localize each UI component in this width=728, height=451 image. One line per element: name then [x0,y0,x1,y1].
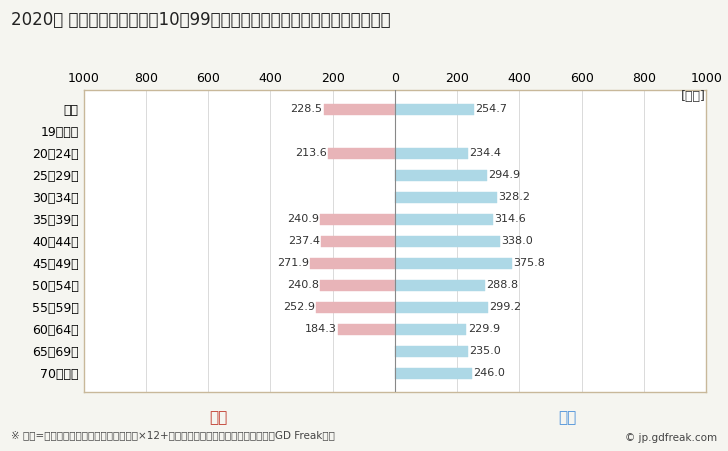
Text: 252.9: 252.9 [283,302,315,312]
Text: 228.5: 228.5 [290,105,323,115]
Bar [338,324,395,335]
Text: [万円]: [万円] [681,90,706,103]
Text: 男性: 男性 [558,410,577,425]
Bar [316,302,395,313]
Text: 246.0: 246.0 [472,368,505,378]
Text: 294.9: 294.9 [488,170,520,180]
Bar [395,148,468,159]
Text: 184.3: 184.3 [304,324,336,334]
Text: 234.4: 234.4 [469,148,501,158]
Bar [395,236,500,247]
Bar [395,302,488,313]
Text: 213.6: 213.6 [296,148,327,158]
Text: 314.6: 314.6 [494,214,526,224]
Bar [395,258,512,269]
Text: 338.0: 338.0 [502,236,533,246]
Text: 237.4: 237.4 [288,236,320,246]
Bar [328,148,395,159]
Text: 2020年 民間企業（従業者数10～99人）フルタイム労働者の男女別平均年収: 2020年 民間企業（従業者数10～99人）フルタイム労働者の男女別平均年収 [11,11,390,29]
Text: 271.9: 271.9 [277,258,309,268]
Text: 375.8: 375.8 [513,258,545,268]
Text: 254.7: 254.7 [475,105,507,115]
Bar [395,345,468,357]
Bar [395,170,487,181]
Bar [324,104,395,115]
Text: 240.9: 240.9 [287,214,319,224]
Bar [320,280,395,291]
Text: 328.2: 328.2 [499,192,530,202]
Text: 299.2: 299.2 [489,302,521,312]
Bar [395,280,485,291]
Bar [321,236,395,247]
Bar [395,192,497,203]
Bar [310,258,395,269]
Text: © jp.gdfreak.com: © jp.gdfreak.com [625,433,717,443]
Bar [395,368,472,379]
Bar [395,104,474,115]
Bar [320,214,395,225]
Text: 288.8: 288.8 [486,280,518,290]
Bar [395,214,493,225]
Bar [395,324,467,335]
Text: 229.9: 229.9 [467,324,500,334]
Text: 女性: 女性 [209,410,228,425]
Text: ※ 年収=「きまって支給する現金給与額」×12+「年間賞与その他特別給与額」としてGD Freak推計: ※ 年収=「きまって支給する現金給与額」×12+「年間賞与その他特別給与額」とし… [11,430,335,440]
Text: 235.0: 235.0 [470,346,501,356]
Text: 240.8: 240.8 [287,280,319,290]
